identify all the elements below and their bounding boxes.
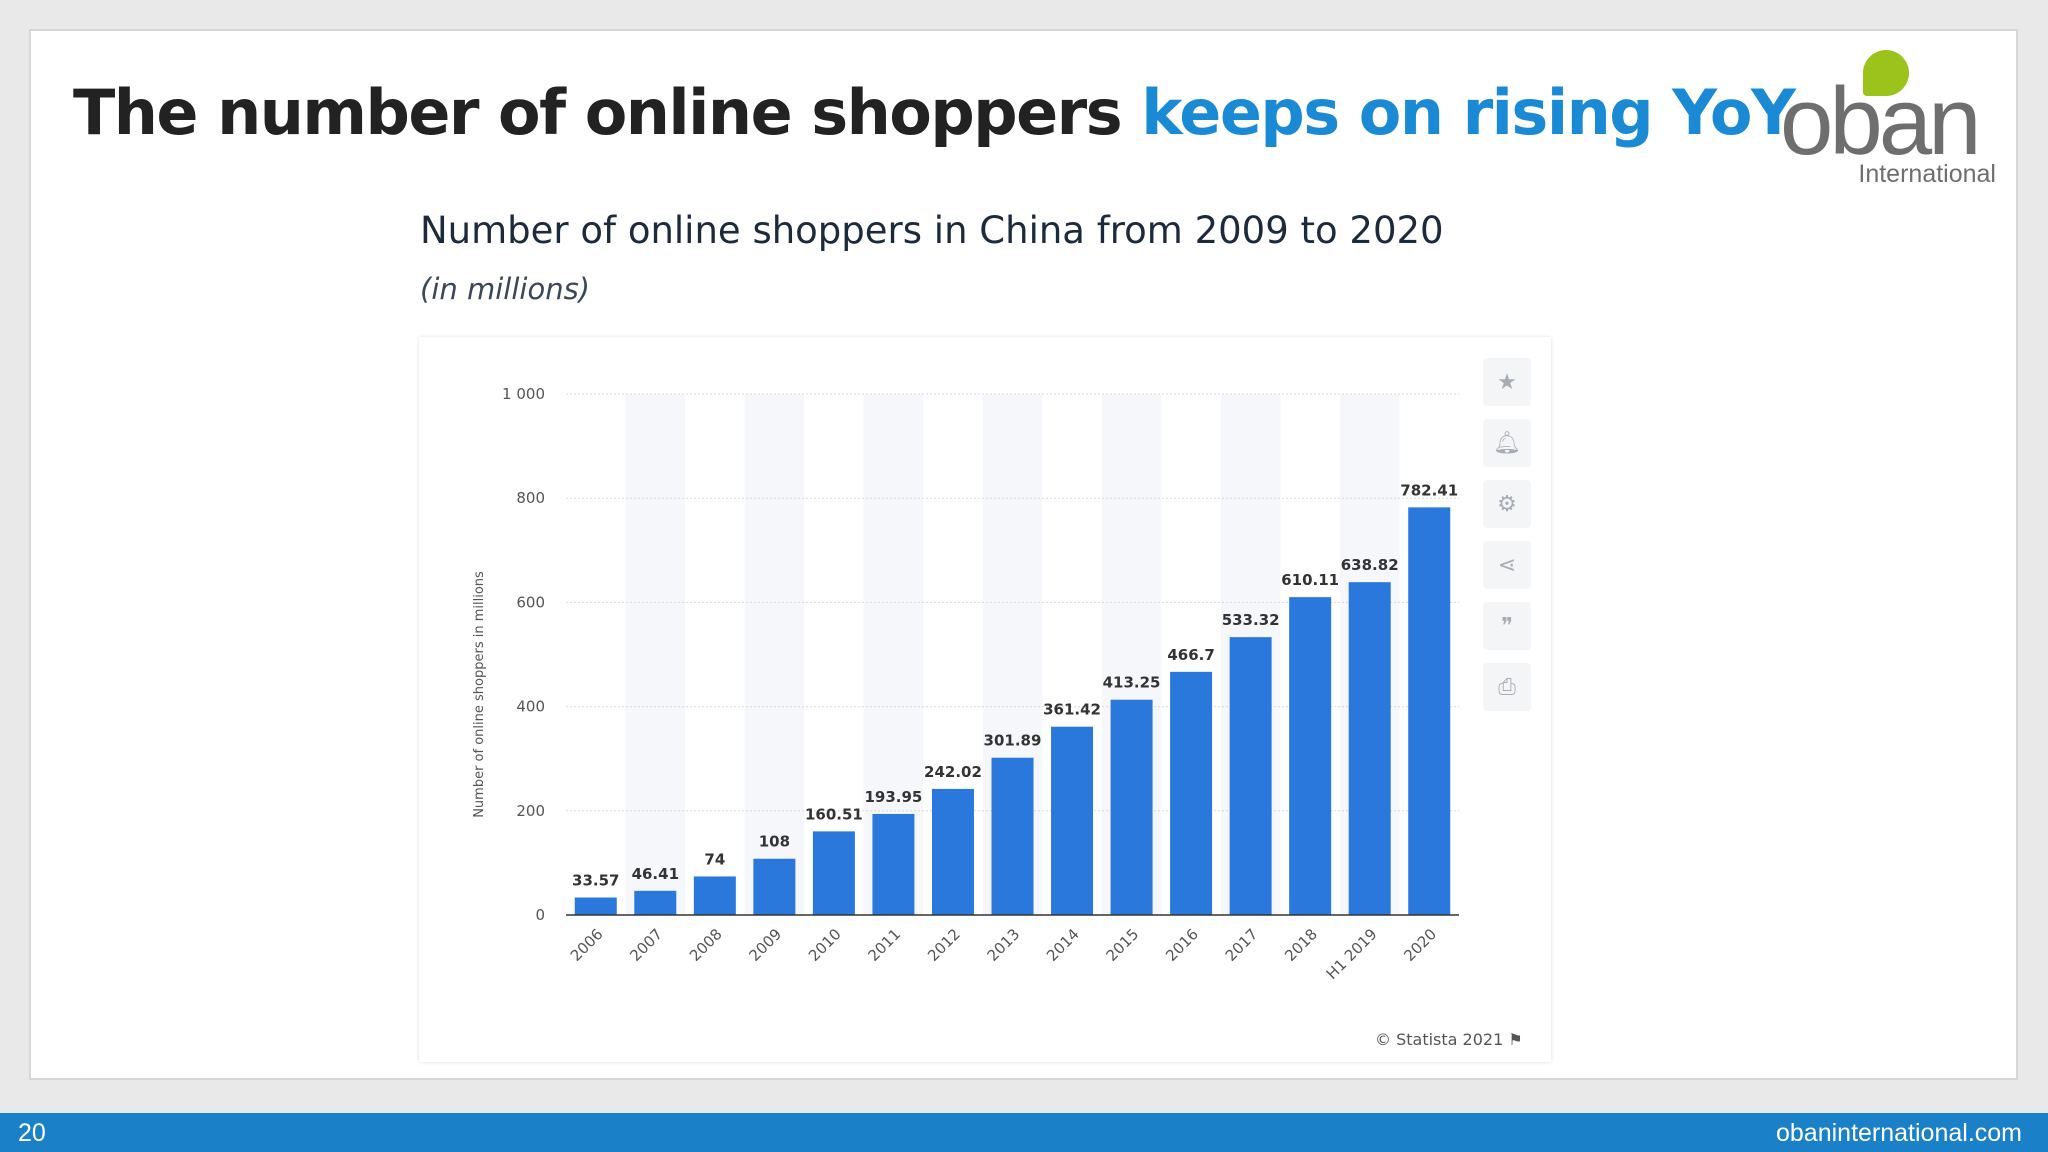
bar	[1229, 637, 1272, 915]
data-label: 193.95	[864, 788, 922, 806]
bar	[812, 831, 855, 915]
x-tick-label: 2017	[1222, 925, 1262, 965]
x-tick-label: 2010	[805, 925, 845, 965]
data-label: 46.41	[632, 865, 679, 883]
headline-accent: keeps on rising YoY	[1141, 76, 1796, 149]
bar	[991, 757, 1034, 915]
bar	[1110, 699, 1153, 915]
page-number: 20	[18, 1119, 46, 1147]
print-button[interactable]: ⎙	[1483, 663, 1531, 711]
chart-subtitle: (in millions)	[420, 272, 590, 306]
y-tick-label: 200	[516, 802, 545, 820]
cite-button[interactable]: ❞	[1483, 602, 1531, 650]
bar	[1051, 726, 1094, 915]
bar-chart: 0 200 400 600 800 1 000 33.57 2006 46.41 2007 74 20…	[472, 385, 1459, 983]
data-label: 74	[704, 850, 725, 868]
share-button[interactable]: ⋖	[1483, 541, 1531, 589]
x-tick-label: 2006	[567, 925, 607, 965]
bar	[931, 788, 974, 915]
star-icon: ★	[1497, 369, 1517, 395]
data-label: 413.25	[1103, 674, 1161, 692]
settings-button[interactable]: ⚙	[1483, 480, 1531, 528]
bar	[693, 876, 736, 915]
y-tick-label: 800	[516, 489, 545, 507]
favorite-button[interactable]: ★	[1483, 358, 1531, 406]
notify-button[interactable]: 🔔︎	[1483, 419, 1531, 467]
print-icon: ⎙	[1498, 674, 1516, 700]
chart-title: Number of online shoppers in China from …	[420, 209, 1444, 252]
x-tick-label: 2016	[1162, 925, 1202, 965]
y-tick-label: 1 000	[502, 385, 545, 403]
flag-icon: ⚑	[1508, 1030, 1523, 1049]
x-tick-label: 2009	[745, 925, 785, 965]
bar	[1348, 582, 1391, 915]
x-tick-label: 2020	[1400, 925, 1440, 965]
logo-speech-bubble-icon	[1863, 50, 1909, 96]
x-tick-label: 2007	[626, 925, 666, 965]
bar	[634, 890, 677, 915]
data-label: 160.51	[805, 805, 863, 823]
bar	[1408, 507, 1451, 915]
x-tick-label: 2014	[1043, 925, 1083, 965]
data-label: 242.02	[924, 763, 982, 781]
data-label: 782.41	[1400, 481, 1458, 499]
data-label: 466.7	[1167, 646, 1214, 664]
source-label: © Statista 2021	[1375, 1030, 1504, 1049]
headline-main: The number of online shoppers	[73, 76, 1123, 149]
data-label: 533.32	[1222, 611, 1280, 629]
slide-headline: The number of online shoppers keeps on r…	[73, 76, 1796, 149]
x-tick-label: 2015	[1103, 925, 1143, 965]
bell-icon: 🔔︎	[1493, 430, 1521, 456]
bar	[753, 858, 796, 915]
share-icon: ⋖	[1497, 552, 1517, 578]
column-band	[744, 394, 805, 915]
x-tick-label: 2011	[865, 925, 905, 965]
x-tick-label: H1 2019	[1323, 925, 1381, 983]
y-axis-title: Number of online shoppers in millions	[472, 571, 487, 818]
x-tick-label: 2012	[924, 925, 964, 965]
footer-website: obaninternational.com	[1776, 1119, 2022, 1147]
footer-bar: 20 obaninternational.com	[0, 1113, 2048, 1152]
y-tick-label: 0	[535, 906, 545, 924]
logo-wordmark: oban	[1780, 68, 1982, 175]
data-label: 610.11	[1281, 571, 1339, 589]
y-tick-label: 600	[516, 593, 545, 611]
data-label: 108	[759, 833, 790, 851]
chart-toolbar: ★ 🔔︎ ⚙ ⋖ ❞ ⎙	[1483, 358, 1531, 724]
y-tick-label: 400	[516, 698, 545, 716]
chart-source[interactable]: © Statista 2021 ⚑	[1375, 1030, 1523, 1049]
gear-icon: ⚙	[1497, 491, 1517, 517]
quote-icon: ❞	[1501, 613, 1513, 639]
data-label: 33.57	[572, 872, 619, 890]
data-label: 638.82	[1341, 556, 1399, 574]
data-label: 361.42	[1043, 701, 1101, 719]
column-band	[625, 394, 686, 915]
x-tick-label: 2018	[1281, 925, 1321, 965]
bar	[1289, 597, 1332, 915]
chart-card: 0 200 400 600 800 1 000 33.57 2006 46.41 2007 74 20…	[419, 337, 1551, 1062]
logo-subtitle: International	[1858, 160, 1996, 188]
x-tick-label: 2008	[686, 925, 726, 965]
data-label: 301.89	[984, 732, 1042, 750]
x-tick-label: 2013	[984, 925, 1024, 965]
oban-logo: oban International	[1780, 48, 2010, 198]
bar	[1170, 671, 1213, 915]
bar	[574, 897, 617, 915]
bar	[872, 813, 915, 915]
